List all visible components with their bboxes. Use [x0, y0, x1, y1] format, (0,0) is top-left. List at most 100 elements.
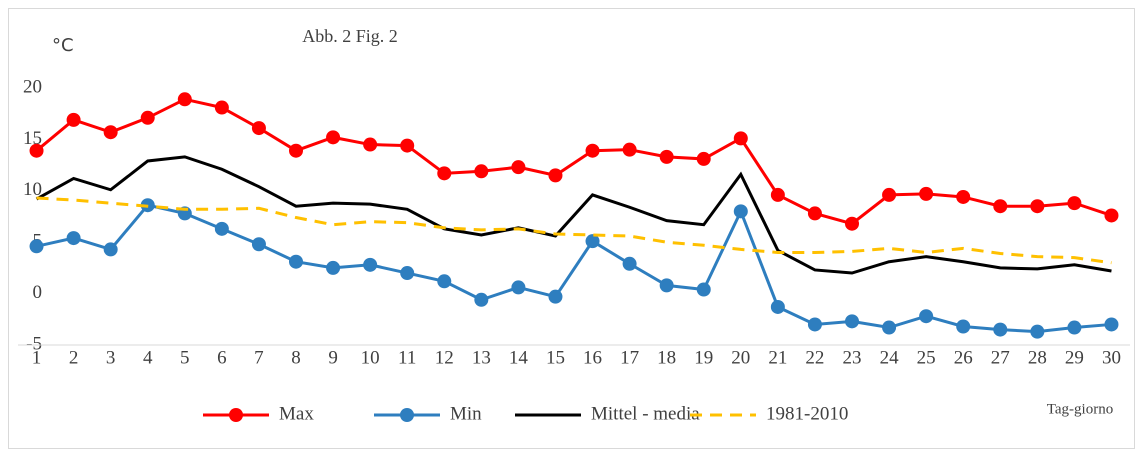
legend-marker: [229, 408, 243, 422]
x-tick-label: 19: [694, 347, 713, 368]
x-tick-label: 24: [880, 347, 900, 368]
x-tick-label: 12: [435, 347, 454, 368]
x-tick-label: 17: [620, 347, 639, 368]
point: [733, 131, 748, 146]
point: [807, 317, 822, 332]
point: [326, 130, 341, 145]
series-line: [36, 196, 1112, 265]
x-tick-label: 30: [1102, 347, 1121, 368]
point: [140, 110, 155, 125]
point: [1104, 317, 1119, 332]
x-tick-label: 15: [546, 347, 565, 368]
legend-label: Mittel - media: [591, 403, 700, 424]
point: [251, 237, 266, 252]
y-tick-label: 20: [23, 76, 42, 97]
point: [289, 143, 303, 158]
x-tick-label: 6: [217, 347, 227, 368]
point: [437, 166, 452, 181]
point: [770, 187, 785, 202]
point: [29, 239, 44, 254]
point: [956, 189, 971, 204]
x-tick-label: 13: [472, 347, 491, 368]
x-tick-label: 27: [991, 347, 1010, 368]
point: [733, 204, 748, 219]
x-tick-label: 11: [398, 347, 416, 368]
point: [659, 149, 674, 164]
x-tick-label: 1: [32, 347, 42, 368]
point: [585, 234, 600, 249]
x-tick-label: 28: [1028, 347, 1047, 368]
point: [993, 322, 1008, 337]
point: [474, 164, 489, 179]
point: [548, 289, 563, 304]
point: [363, 137, 378, 152]
point: [289, 254, 303, 269]
point: [251, 121, 266, 136]
point: [437, 274, 452, 289]
legend-marker: [400, 408, 414, 422]
legend-label: 1981-2010: [766, 403, 848, 424]
point: [1030, 324, 1045, 339]
point: [845, 314, 859, 329]
point: [103, 125, 118, 140]
x-tick-label: 2: [69, 347, 79, 368]
point: [214, 100, 229, 115]
point: [66, 231, 81, 246]
series-line: [35, 155, 1112, 275]
point: [1067, 196, 1082, 211]
x-tick-label: 21: [768, 347, 787, 368]
point: [919, 186, 934, 201]
point: [919, 309, 934, 324]
point: [363, 257, 378, 272]
point: [1104, 208, 1119, 223]
legend-label: Min: [450, 403, 482, 424]
x-tick-label: 25: [917, 347, 936, 368]
x-tick-label: 16: [583, 347, 602, 368]
x-tick-label: 29: [1065, 347, 1084, 368]
y-axis-label: °C: [52, 35, 74, 56]
point: [622, 256, 637, 271]
chart-frame: [8, 8, 1135, 449]
point: [29, 143, 44, 158]
point: [993, 199, 1008, 214]
x-tick-label: 4: [143, 347, 153, 368]
point: [400, 266, 415, 281]
x-tick-label: 26: [954, 347, 973, 368]
point: [103, 242, 118, 257]
x-tick-label: 9: [328, 347, 338, 368]
x-tick-label: 5: [180, 347, 190, 368]
point: [770, 299, 785, 314]
y-tick-label: 15: [23, 128, 42, 149]
y-tick-label: -5: [26, 333, 42, 354]
x-tick-label: 20: [731, 347, 750, 368]
point: [659, 278, 674, 293]
point: [474, 292, 489, 307]
point: [214, 221, 229, 236]
x-tick-label: 8: [291, 347, 301, 368]
y-tick-label: 10: [23, 179, 42, 200]
x-tick-label: 14: [509, 347, 529, 368]
point: [585, 143, 600, 158]
point: [1030, 199, 1045, 214]
point: [622, 142, 637, 157]
point: [845, 216, 859, 231]
x-axis-label: Tag-giorno: [1047, 401, 1113, 417]
chart-title: Abb. 2 Fig. 2: [302, 26, 398, 46]
point: [1067, 320, 1082, 335]
point: [511, 160, 526, 175]
series-line: [36, 203, 1112, 334]
point: [66, 112, 81, 127]
point: [400, 138, 415, 153]
point: [696, 282, 711, 297]
point: [177, 92, 192, 107]
y-tick-label: 0: [33, 282, 43, 303]
x-tick-label: 18: [657, 347, 676, 368]
legend-label: Max: [279, 403, 314, 424]
x-tick-label: 22: [805, 347, 824, 368]
point: [326, 260, 341, 275]
x-tick-label: 10: [361, 347, 380, 368]
x-tick-label: 23: [843, 347, 862, 368]
point: [882, 187, 897, 202]
point: [807, 206, 822, 221]
